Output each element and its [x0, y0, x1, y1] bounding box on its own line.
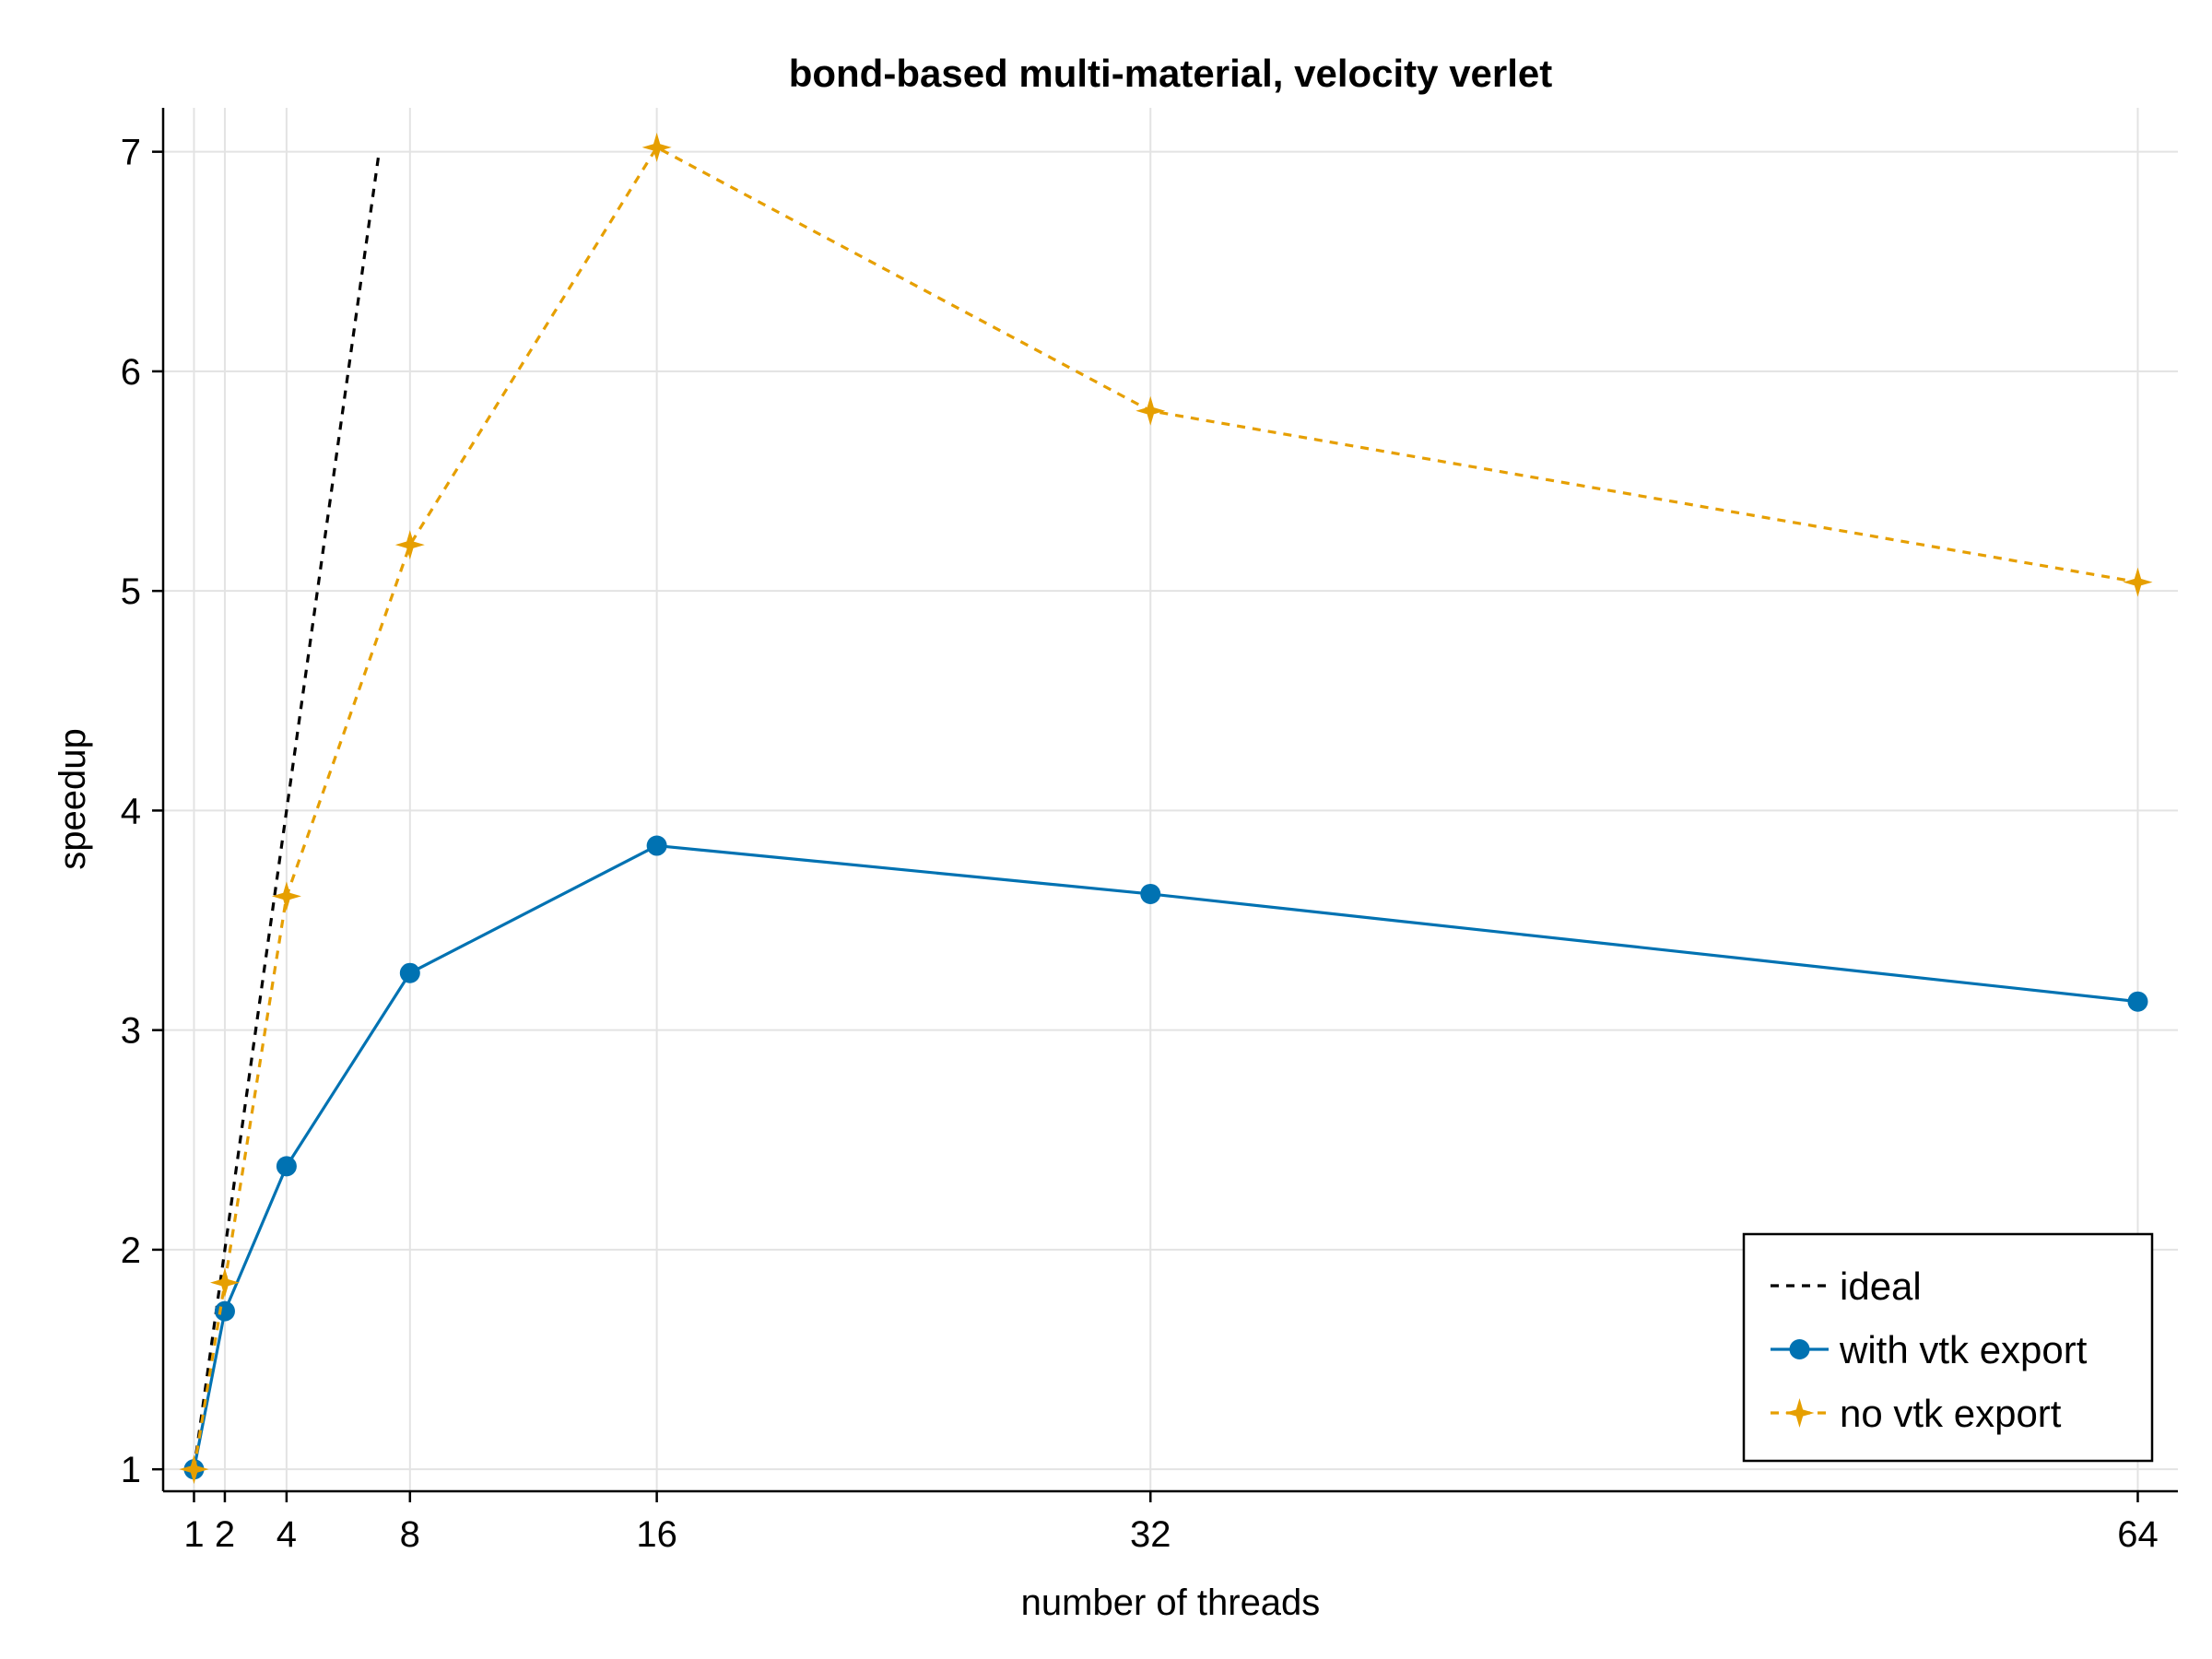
x-tick-label: 64: [2117, 1514, 2159, 1555]
data-point-no-vtk-export: [209, 1267, 240, 1298]
legend-label-with-vtk-export: with vtk export: [1839, 1328, 2088, 1371]
grid: [163, 108, 2178, 1491]
y-tick-label: 1: [121, 1450, 141, 1490]
data-point-with-vtk-export: [2127, 991, 2148, 1012]
chart-title: bond-based multi-material, velocity verl…: [789, 52, 1553, 95]
x-axis-label: number of threads: [1021, 1583, 1321, 1623]
legend: ideal with vtk export no vtk export: [1742, 1232, 2154, 1463]
series: [179, 132, 2153, 1485]
series-line-ideal: [192, 151, 381, 1470]
series-with-vtk-export: [183, 835, 2148, 1480]
legend-label-no-vtk-export: no vtk export: [1840, 1392, 2062, 1435]
y-tick-label: 5: [121, 571, 141, 612]
y-axis-label: speedup: [53, 728, 93, 869]
data-point-no-vtk-export: [2123, 567, 2153, 597]
y-tick-label: 3: [121, 1011, 141, 1052]
series-no-vtk-export: [179, 132, 2153, 1485]
data-point-no-vtk-export: [641, 132, 672, 162]
legend-marker-with-vtk-export: [1789, 1339, 1810, 1359]
data-point-with-vtk-export: [1140, 883, 1161, 904]
series-ideal: [192, 151, 381, 1470]
legend-marker-no-vtk-export: [1784, 1398, 1815, 1428]
y-tick-label: 6: [121, 352, 141, 393]
x-tick-label: 32: [1130, 1514, 1171, 1555]
data-point-no-vtk-export: [1135, 395, 1166, 426]
x-tick-label: 1: [183, 1514, 204, 1555]
y-tick-label: 7: [121, 133, 141, 173]
x-tick-label: 8: [400, 1514, 420, 1555]
data-point-with-vtk-export: [399, 962, 420, 983]
data-point-with-vtk-export: [276, 1156, 297, 1177]
y-tick-label: 2: [121, 1230, 141, 1271]
x-tick-label: 16: [636, 1514, 677, 1555]
legend-label-ideal: ideal: [1840, 1265, 1922, 1308]
x-tick-label: 2: [215, 1514, 235, 1555]
data-point-with-vtk-export: [214, 1300, 235, 1322]
data-point-no-vtk-export: [394, 530, 425, 560]
x-tick-label: 4: [276, 1514, 297, 1555]
data-point-no-vtk-export: [179, 1454, 209, 1485]
legend-box: [1742, 1232, 2154, 1463]
data-point-with-vtk-export: [646, 835, 667, 856]
y-tick-label: 4: [121, 791, 141, 831]
data-point-no-vtk-export: [271, 881, 301, 912]
